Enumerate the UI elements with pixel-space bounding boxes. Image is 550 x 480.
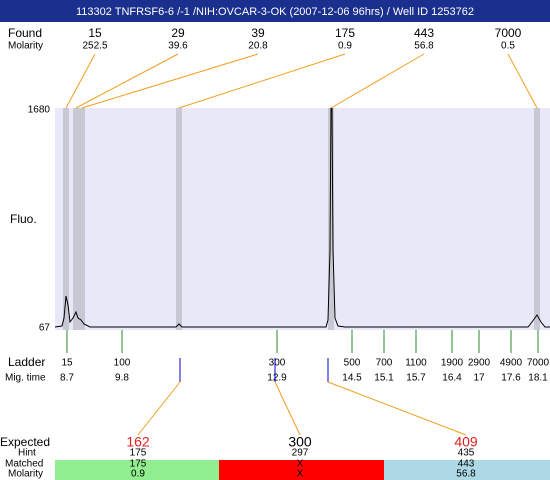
ladder-size: 100 [114, 358, 131, 369]
y-tick-label: 1680 [28, 105, 51, 116]
peak-band [176, 108, 182, 330]
found-size: 443 [414, 26, 434, 40]
hint-size: 175 [130, 448, 147, 459]
found-size: 29 [171, 26, 185, 40]
ladder-size: 1900 [441, 358, 464, 369]
ladder-label: Ladder [8, 355, 45, 369]
peak-connector [330, 53, 425, 109]
ladder-size: 700 [376, 358, 393, 369]
ladder-size: 300 [269, 358, 286, 369]
matched-molarity: X [297, 469, 304, 480]
ladder-size: 2900 [468, 358, 491, 369]
peak-connector [75, 53, 179, 109]
ladder-size: 500 [344, 358, 361, 369]
found-molarity: 56.8 [414, 41, 434, 52]
expected-size: 162 [126, 434, 150, 450]
found-molarity: 0.9 [338, 41, 352, 52]
ladder-time: 16.4 [442, 373, 462, 384]
found-molarity: 39.6 [168, 41, 188, 52]
expected-connector [327, 381, 467, 436]
y-tick-label: 67 [39, 323, 51, 334]
ladder-time: 15.7 [406, 373, 426, 384]
peak-connector [507, 53, 538, 109]
hint-size: 297 [292, 448, 309, 459]
ladder-time: 17.6 [501, 373, 521, 384]
matched-molarity: 0.9 [131, 469, 145, 480]
ladder-size: 4900 [500, 358, 523, 369]
plot-area [55, 108, 550, 330]
matched-size: X [297, 459, 304, 470]
found-size: 7000 [495, 26, 522, 40]
header-bar [0, 0, 550, 22]
peak-band [328, 108, 334, 330]
ladder-time: 15.1 [374, 373, 394, 384]
expected-size: 409 [454, 434, 478, 450]
hint-label: Hint [18, 448, 36, 459]
hint-size: 435 [458, 448, 475, 459]
expected-size: 300 [288, 434, 312, 450]
ladder-size: 15 [61, 358, 73, 369]
trace [54, 107, 550, 328]
ladder-time: 8.7 [60, 373, 74, 384]
peak-band [534, 108, 540, 330]
found-size: 39 [251, 26, 265, 40]
time-label: Mig. time [5, 373, 46, 384]
y-label: Fluo. [10, 212, 37, 226]
header-title: 113302 TNFRSF6-6 /-1 /NIH:OVCAR-3-OK (20… [76, 6, 474, 18]
match-status [384, 460, 550, 480]
matched-size: 175 [130, 459, 147, 470]
ladder-time: 18.1 [528, 373, 548, 384]
expected-label: Expected [0, 435, 50, 449]
found-label: Found [8, 26, 42, 40]
found-molarity: 20.8 [248, 41, 268, 52]
peak-band [79, 108, 85, 330]
peak-connector [81, 53, 259, 109]
ladder-time: 12.9 [267, 373, 287, 384]
match-status [219, 460, 384, 480]
peak-connector [178, 53, 346, 109]
found-size: 15 [88, 26, 102, 40]
expected-connector [137, 381, 181, 436]
ladder-time: 9.8 [115, 373, 129, 384]
ladder-time: 17 [473, 373, 485, 384]
ladder-time: 14.5 [342, 373, 362, 384]
found-size: 175 [335, 26, 355, 40]
peak-band [63, 108, 69, 330]
peak-connector [65, 53, 96, 109]
molarity-label: Molarity [8, 41, 43, 52]
peak-band [73, 108, 79, 330]
ladder-size: 7000 [527, 358, 550, 369]
matched-label: Matched [5, 459, 43, 470]
matched-molarity: 56.8 [456, 469, 476, 480]
ladder-size: 1100 [405, 358, 427, 369]
found-molarity: 0.5 [501, 41, 515, 52]
exp-molarity-label: Molarity [8, 469, 43, 480]
found-molarity: 252.5 [82, 41, 107, 52]
match-status [55, 460, 219, 480]
matched-size: 443 [458, 459, 475, 470]
expected-connector [274, 381, 301, 436]
